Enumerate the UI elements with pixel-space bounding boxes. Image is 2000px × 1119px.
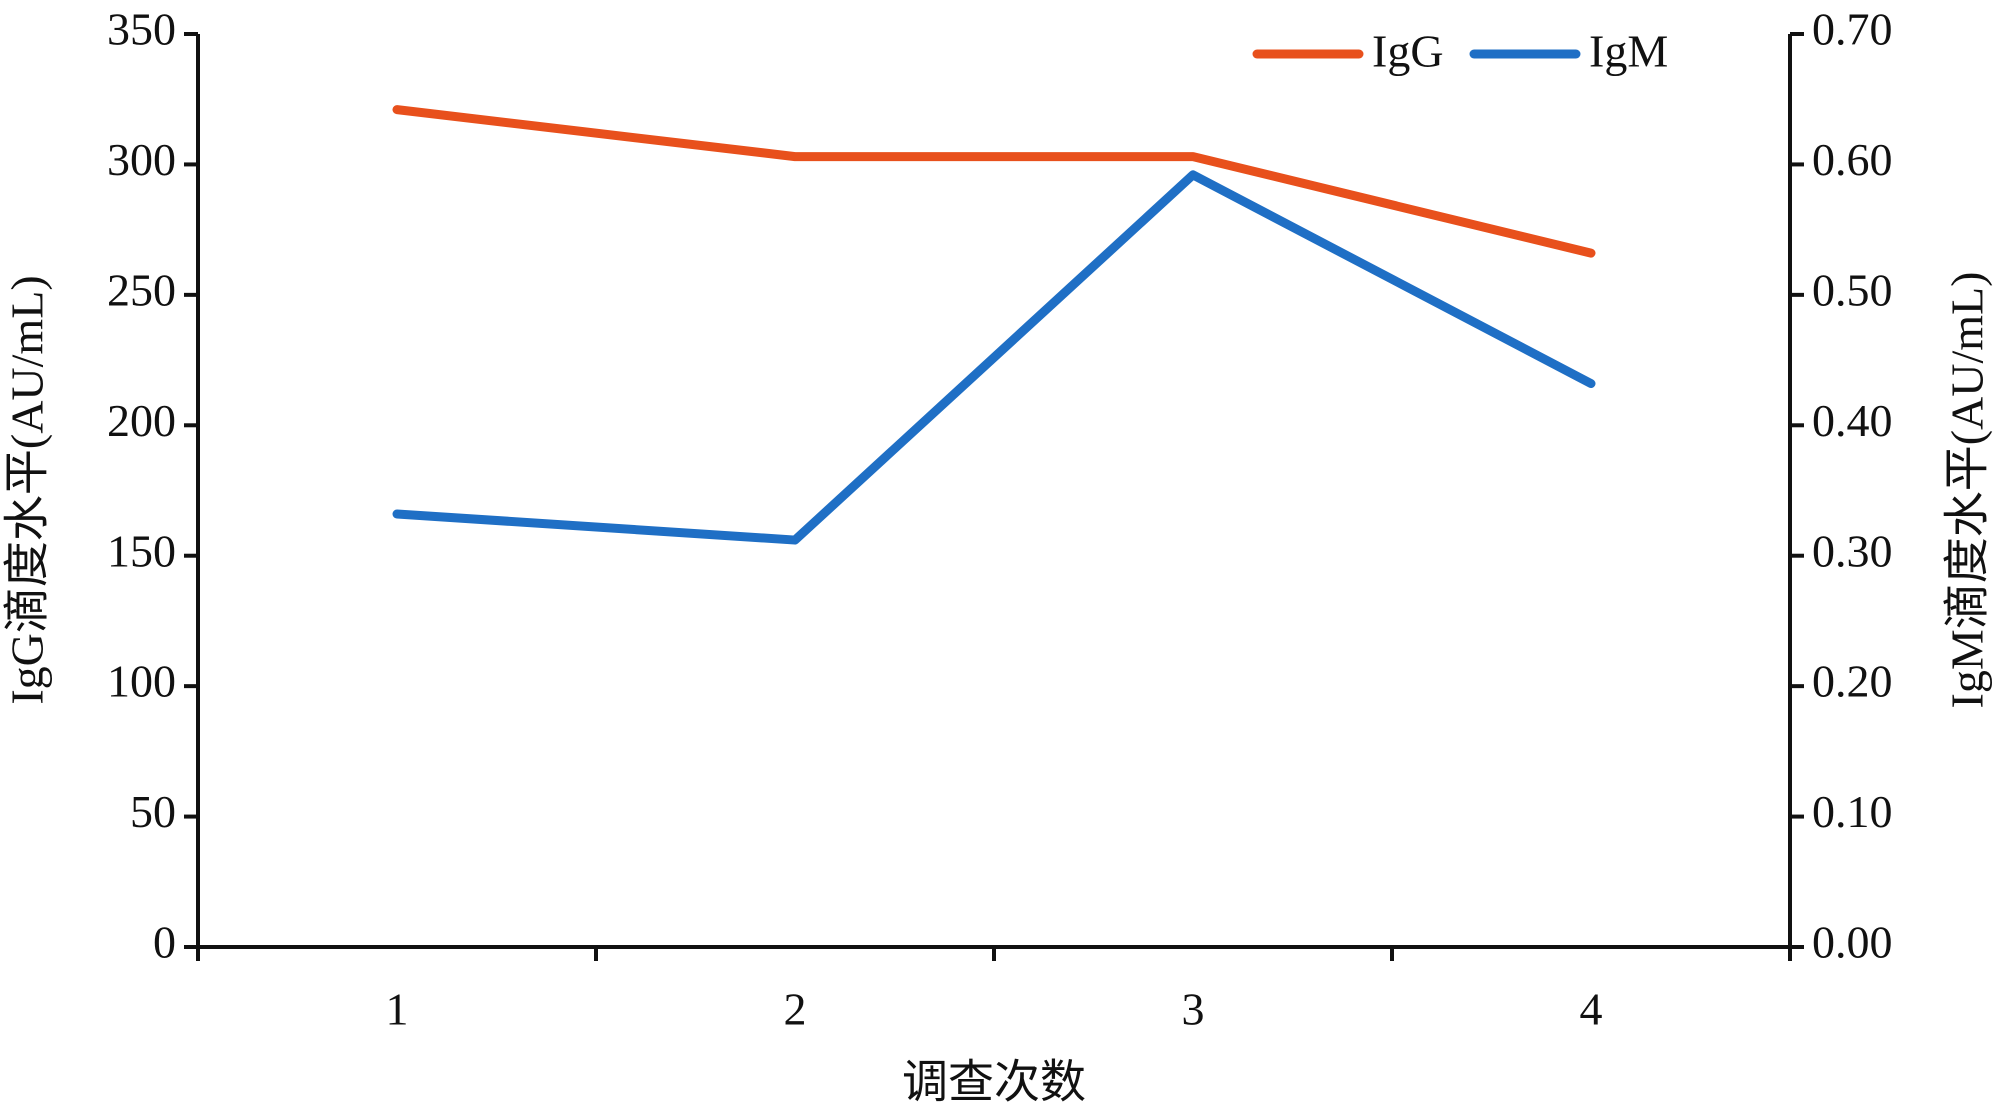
x-tick-label: 4 bbox=[1580, 984, 1603, 1035]
series-line bbox=[392, 170, 1596, 545]
y2-tick-label: 0.70 bbox=[1812, 4, 1893, 55]
x-tick-label: 1 bbox=[386, 984, 409, 1035]
y-tick-label: 150 bbox=[107, 525, 176, 576]
y2-tick-label: 0.50 bbox=[1812, 264, 1893, 315]
y-tick-label: 50 bbox=[130, 786, 176, 837]
y-tick-label: 0 bbox=[153, 917, 176, 968]
series-line bbox=[392, 105, 1596, 258]
legend-label: IgG bbox=[1372, 26, 1444, 77]
x-tick-label: 2 bbox=[784, 984, 807, 1035]
y-tick-label: 300 bbox=[107, 134, 176, 185]
y-tick-label: 350 bbox=[107, 4, 176, 55]
x-tick-label: 3 bbox=[1182, 984, 1205, 1035]
y-tick-label: 250 bbox=[107, 264, 176, 315]
y-tick-label: 100 bbox=[107, 656, 176, 707]
x-axis-label: 调查次数 bbox=[902, 1057, 1086, 1108]
legend-label: IgM bbox=[1589, 26, 1668, 77]
y2-tick-label: 0.20 bbox=[1812, 656, 1893, 707]
y-axis-label: IgG滴度水平(AU/mL) bbox=[2, 275, 53, 704]
y2-axis-label: IgM滴度水平(AU/mL) bbox=[1942, 272, 1993, 709]
y2-tick-label: 0.60 bbox=[1812, 134, 1893, 185]
y2-tick-label: 0.30 bbox=[1812, 525, 1893, 576]
y2-tick-label: 0.00 bbox=[1812, 917, 1893, 968]
y2-tick-label: 0.10 bbox=[1812, 786, 1893, 837]
y2-tick-label: 0.40 bbox=[1812, 395, 1893, 446]
y-tick-label: 200 bbox=[107, 395, 176, 446]
